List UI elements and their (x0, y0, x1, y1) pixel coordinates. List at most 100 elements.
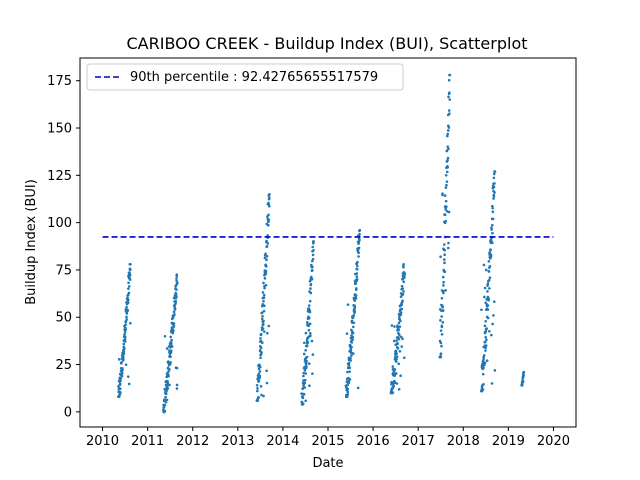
data-point (486, 290, 489, 293)
data-point (129, 262, 132, 266)
data-point (311, 353, 315, 356)
data-point (444, 206, 448, 209)
data-point (265, 244, 269, 248)
data-point (304, 378, 307, 382)
data-point (488, 276, 492, 280)
data-point (394, 372, 398, 375)
data-point (122, 357, 125, 361)
data-point (393, 368, 397, 371)
data-point (127, 382, 131, 386)
data-point (357, 246, 361, 250)
data-point (480, 308, 483, 312)
data-point (441, 193, 444, 197)
data-point (348, 378, 352, 381)
data-point (399, 311, 403, 315)
data-point (487, 278, 491, 282)
data-point (312, 240, 315, 243)
y-tick-label: 100 (47, 216, 72, 231)
data-point (484, 301, 487, 305)
data-point (123, 347, 126, 351)
data-point (126, 308, 129, 312)
data-point (441, 275, 445, 279)
data-point (121, 368, 124, 372)
data-point (346, 383, 349, 387)
data-point (259, 346, 263, 350)
data-point (395, 382, 399, 385)
data-point (262, 330, 266, 333)
data-point (163, 409, 167, 413)
x-tick-label: 2016 (357, 434, 390, 449)
data-point (128, 268, 132, 272)
data-point (358, 238, 361, 242)
legend-entry: 90th percentile : 92.42765655517579 (130, 70, 378, 85)
data-point (447, 210, 451, 214)
data-point (354, 296, 358, 300)
data-point (267, 324, 271, 328)
data-point (481, 372, 485, 376)
data-point (303, 386, 307, 389)
data-point (355, 277, 359, 281)
data-point (448, 112, 451, 115)
data-point (441, 321, 445, 324)
data-point (169, 361, 172, 364)
data-point (395, 339, 398, 342)
data-point (440, 344, 443, 348)
data-point (307, 362, 311, 365)
legend-box (86, 63, 404, 91)
data-point (163, 403, 167, 407)
data-point (118, 382, 122, 386)
data-point (264, 252, 267, 256)
x-tick-label: 2014 (266, 434, 299, 449)
data-point (175, 288, 178, 291)
data-point (353, 299, 357, 302)
data-point (175, 295, 178, 299)
data-point (491, 224, 494, 227)
data-point (175, 387, 179, 390)
data-point (392, 384, 396, 388)
data-point (172, 322, 176, 325)
data-point (268, 192, 271, 196)
data-point (258, 370, 262, 373)
data-point (304, 364, 308, 368)
data-point (399, 313, 403, 317)
data-point (164, 392, 168, 396)
data-point (395, 355, 399, 358)
data-point (444, 289, 447, 292)
data-point (352, 314, 356, 317)
data-point (492, 197, 495, 200)
data-point (354, 281, 358, 285)
data-point (257, 396, 261, 399)
data-point (397, 337, 401, 341)
data-point (482, 263, 486, 267)
data-points (117, 73, 526, 414)
data-point (307, 324, 310, 328)
data-point (482, 354, 486, 357)
data-point (442, 284, 445, 287)
data-point (265, 239, 268, 243)
x-tick-label: 2012 (176, 434, 209, 449)
x-tick-label: 2017 (402, 434, 435, 449)
data-point (260, 351, 263, 354)
data-point (403, 276, 406, 279)
data-point (302, 371, 305, 375)
data-point (398, 333, 401, 337)
data-point (127, 298, 130, 302)
data-point (447, 241, 450, 245)
data-point (439, 319, 442, 322)
data-point (259, 385, 263, 388)
data-point (311, 257, 315, 261)
data-point (171, 331, 175, 335)
data-point (123, 337, 127, 341)
data-point (120, 374, 124, 378)
data-point (484, 319, 487, 323)
data-point (260, 393, 263, 397)
data-point (266, 242, 270, 245)
data-point (447, 126, 451, 129)
data-point (391, 365, 395, 368)
data-point (398, 315, 401, 318)
data-point (127, 291, 131, 295)
data-point (169, 335, 172, 339)
plot-frame (79, 57, 577, 428)
data-point (264, 283, 268, 287)
data-point (403, 356, 406, 360)
